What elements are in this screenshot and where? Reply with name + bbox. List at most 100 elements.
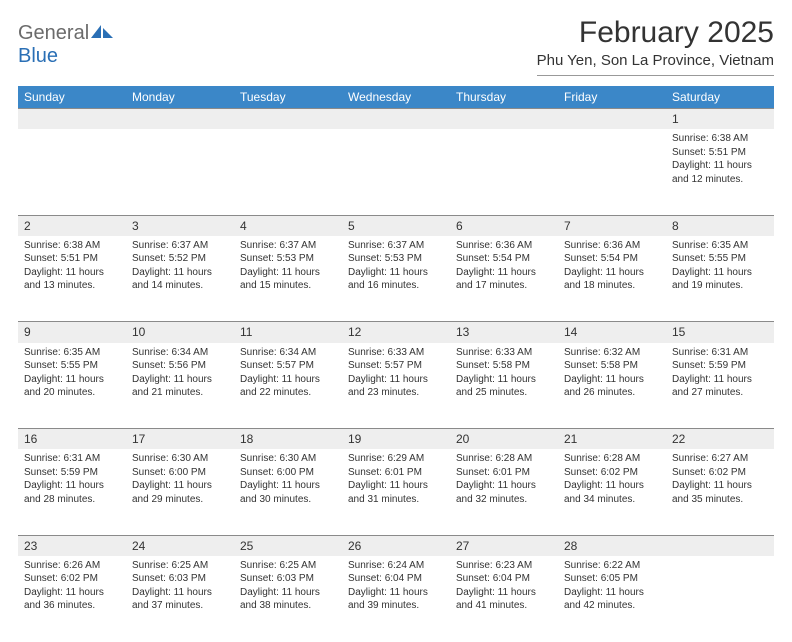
day-number: 3 (126, 215, 234, 236)
day-cell: Sunrise: 6:32 AMSunset: 5:58 PMDaylight:… (558, 343, 666, 429)
day-cell: Sunrise: 6:36 AMSunset: 5:54 PMDaylight:… (558, 236, 666, 322)
day-cell: Sunrise: 6:38 AMSunset: 5:51 PMDaylight:… (666, 129, 774, 215)
day-cell-line: Sunrise: 6:34 AM (132, 346, 228, 360)
day-number: 11 (234, 322, 342, 343)
day-cell-line: Sunrise: 6:30 AM (132, 452, 228, 466)
weekday-header: Wednesday (342, 86, 450, 109)
day-cell-line: Sunrise: 6:25 AM (240, 559, 336, 573)
weekday-header: Thursday (450, 86, 558, 109)
day-cell-line: Sunrise: 6:37 AM (240, 239, 336, 253)
day-cell-line: and 42 minutes. (564, 599, 660, 613)
day-cell-line: Sunset: 6:05 PM (564, 572, 660, 586)
day-cell-line: Sunset: 5:56 PM (132, 359, 228, 373)
day-cell-line: Daylight: 11 hours (240, 479, 336, 493)
day-cell-line: Sunrise: 6:33 AM (348, 346, 444, 360)
day-cell: Sunrise: 6:30 AMSunset: 6:00 PMDaylight:… (234, 449, 342, 535)
day-cell-line: Sunrise: 6:35 AM (24, 346, 120, 360)
day-cell: Sunrise: 6:25 AMSunset: 6:03 PMDaylight:… (126, 556, 234, 642)
day-cell (126, 129, 234, 215)
day-cell-line: Sunrise: 6:26 AM (24, 559, 120, 573)
day-cell-line: Sunset: 5:51 PM (24, 252, 120, 266)
day-cell-line: Sunset: 5:55 PM (672, 252, 768, 266)
calendar-table: Sunday Monday Tuesday Wednesday Thursday… (18, 86, 774, 642)
day-number: 9 (18, 322, 126, 343)
day-number-row: 16171819202122 (18, 429, 774, 450)
day-cell-line: Daylight: 11 hours (24, 266, 120, 280)
day-cell (234, 129, 342, 215)
day-cell: Sunrise: 6:37 AMSunset: 5:52 PMDaylight:… (126, 236, 234, 322)
day-cell-line: and 27 minutes. (672, 386, 768, 400)
day-number (126, 109, 234, 130)
day-cell-line: Daylight: 11 hours (24, 586, 120, 600)
day-cell-line: Sunset: 5:51 PM (672, 146, 768, 160)
day-cell-line: and 26 minutes. (564, 386, 660, 400)
day-cell-line: Sunset: 5:53 PM (348, 252, 444, 266)
day-cell-line: and 15 minutes. (240, 279, 336, 293)
day-cell: Sunrise: 6:24 AMSunset: 6:04 PMDaylight:… (342, 556, 450, 642)
day-cell: Sunrise: 6:34 AMSunset: 5:56 PMDaylight:… (126, 343, 234, 429)
day-cell-line: Sunrise: 6:31 AM (672, 346, 768, 360)
day-cell: Sunrise: 6:28 AMSunset: 6:02 PMDaylight:… (558, 449, 666, 535)
day-cell-line: Sunrise: 6:22 AM (564, 559, 660, 573)
day-cell-line: and 31 minutes. (348, 493, 444, 507)
day-cell-line: Sunset: 6:04 PM (348, 572, 444, 586)
day-cell-line: and 23 minutes. (348, 386, 444, 400)
day-number (342, 109, 450, 130)
day-cell (558, 129, 666, 215)
day-cell-line: Sunrise: 6:28 AM (564, 452, 660, 466)
day-number: 10 (126, 322, 234, 343)
day-number (450, 109, 558, 130)
day-cell (666, 556, 774, 642)
day-cell: Sunrise: 6:33 AMSunset: 5:57 PMDaylight:… (342, 343, 450, 429)
day-cell: Sunrise: 6:33 AMSunset: 5:58 PMDaylight:… (450, 343, 558, 429)
day-number: 13 (450, 322, 558, 343)
day-number: 1 (666, 109, 774, 130)
day-cell (342, 129, 450, 215)
day-cell: Sunrise: 6:23 AMSunset: 6:04 PMDaylight:… (450, 556, 558, 642)
day-cell-line: Daylight: 11 hours (672, 266, 768, 280)
location: Phu Yen, Son La Province, Vietnam (537, 52, 774, 69)
day-number: 5 (342, 215, 450, 236)
day-cell-line: Daylight: 11 hours (132, 266, 228, 280)
day-number: 2 (18, 215, 126, 236)
title-rule (537, 75, 774, 76)
day-cell: Sunrise: 6:31 AMSunset: 5:59 PMDaylight:… (666, 343, 774, 429)
day-cell-line: Sunrise: 6:27 AM (672, 452, 768, 466)
day-cell-line: Sunrise: 6:37 AM (132, 239, 228, 253)
day-number: 25 (234, 535, 342, 556)
day-cell: Sunrise: 6:31 AMSunset: 5:59 PMDaylight:… (18, 449, 126, 535)
day-cell-line: Sunset: 5:57 PM (240, 359, 336, 373)
day-cell: Sunrise: 6:27 AMSunset: 6:02 PMDaylight:… (666, 449, 774, 535)
day-cell-line: Sunrise: 6:30 AM (240, 452, 336, 466)
day-cell-line: Daylight: 11 hours (348, 586, 444, 600)
day-cell: Sunrise: 6:28 AMSunset: 6:01 PMDaylight:… (450, 449, 558, 535)
day-cell-line: Daylight: 11 hours (24, 373, 120, 387)
day-number: 7 (558, 215, 666, 236)
day-cell: Sunrise: 6:35 AMSunset: 5:55 PMDaylight:… (18, 343, 126, 429)
day-number: 22 (666, 429, 774, 450)
day-cell-line: Sunset: 6:02 PM (24, 572, 120, 586)
day-cell-line: and 39 minutes. (348, 599, 444, 613)
day-cell-line: and 36 minutes. (24, 599, 120, 613)
day-number: 21 (558, 429, 666, 450)
day-cell-line: and 17 minutes. (456, 279, 552, 293)
day-number: 19 (342, 429, 450, 450)
day-cell-line: Sunset: 6:01 PM (348, 466, 444, 480)
day-cell-line: Sunrise: 6:25 AM (132, 559, 228, 573)
day-cell-line: Sunrise: 6:24 AM (348, 559, 444, 573)
day-number (18, 109, 126, 130)
day-cell-line: Sunset: 5:57 PM (348, 359, 444, 373)
day-cell-line: and 22 minutes. (240, 386, 336, 400)
day-number: 17 (126, 429, 234, 450)
day-cell-line: Sunset: 5:55 PM (24, 359, 120, 373)
day-cell-line: Sunrise: 6:28 AM (456, 452, 552, 466)
day-number: 20 (450, 429, 558, 450)
day-cell-line: Sunrise: 6:31 AM (24, 452, 120, 466)
day-cell-line: and 38 minutes. (240, 599, 336, 613)
day-cell-line: Sunrise: 6:37 AM (348, 239, 444, 253)
day-cell-line: and 34 minutes. (564, 493, 660, 507)
day-cell-line: Daylight: 11 hours (564, 373, 660, 387)
day-cell-line: Sunset: 6:03 PM (240, 572, 336, 586)
day-cell-line: Sunset: 6:00 PM (240, 466, 336, 480)
day-cell-line: Daylight: 11 hours (240, 266, 336, 280)
